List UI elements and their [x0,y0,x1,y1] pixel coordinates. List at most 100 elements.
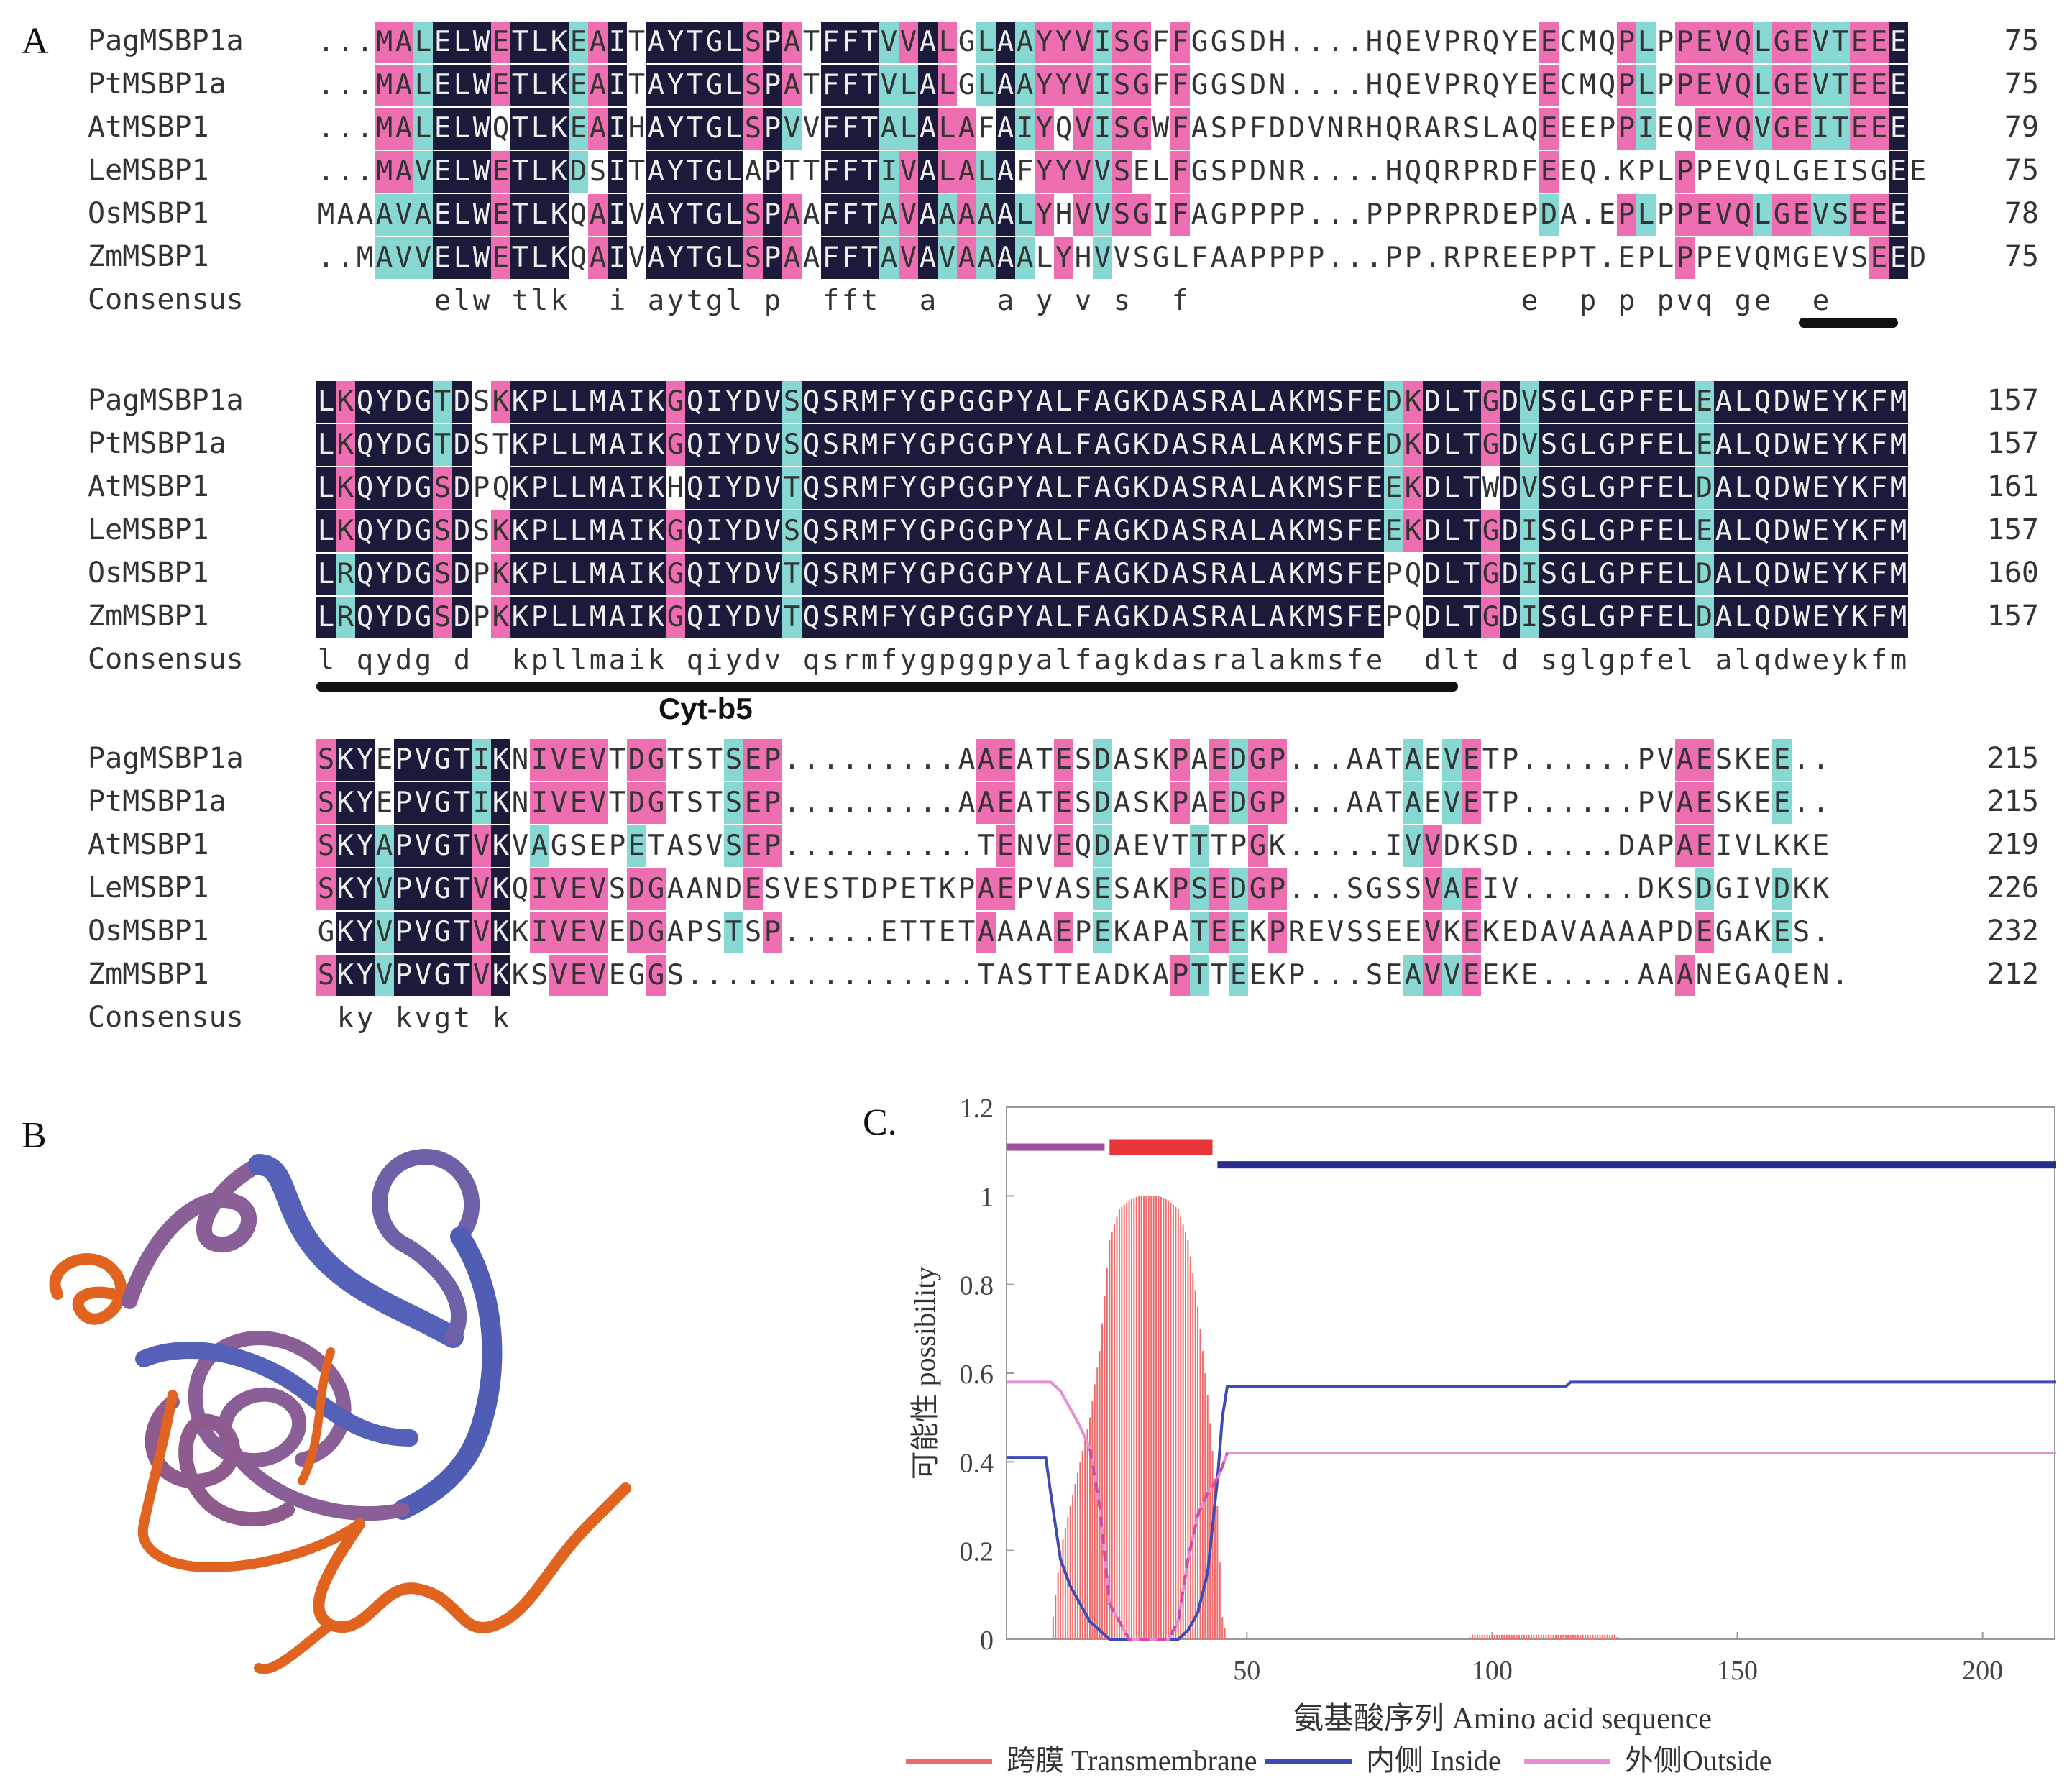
residue: . [1598,787,1616,819]
residue: . [1307,26,1325,58]
residue: P [938,381,957,423]
residue: E [1695,424,1714,466]
consensus-residue: p [1656,285,1674,317]
residue: . [783,959,801,991]
consensus-residue: v [1074,285,1092,317]
residue: D [1151,424,1170,466]
consensus-residue: w [472,285,490,317]
residue: L [899,65,918,106]
residue: K [1792,873,1810,905]
residue: . [1326,787,1344,819]
residue: D [1113,959,1131,991]
residue: V [413,955,433,996]
residue: A [957,151,976,193]
residue: A [588,22,608,63]
residue: E [1812,242,1830,274]
residue: T [860,108,879,150]
residue: S [744,916,762,948]
consensus-residue [1500,280,1520,322]
residue: P [1268,198,1286,231]
residue: L [1054,597,1073,638]
residue: T [1830,65,1850,106]
residue: P [1404,242,1422,274]
residue: D [1695,597,1714,638]
residue: P [394,825,413,867]
residue: A [1618,916,1636,948]
residue: I [1715,830,1733,862]
residue: A [996,22,1015,63]
residue: V [1811,65,1830,106]
residue: A [957,194,976,236]
residue: E [627,825,646,867]
residue: Y [899,597,918,638]
residue: E [1695,108,1714,150]
residue: I [472,782,491,824]
consensus-residue [316,280,336,322]
consensus-residue: t [861,285,879,317]
residue: Q [1733,194,1753,236]
consensus-residue: q [1695,285,1713,317]
residue: A [413,194,433,236]
residue: V [938,237,957,279]
consensus-residue: e [1656,644,1674,677]
consensus-residue: i [628,644,646,677]
residue: L [1733,381,1753,423]
residue: A [918,108,938,150]
residue: Y [1015,554,1035,595]
consensus-residue: a [1035,644,1053,677]
consensus-residue: s [822,644,840,677]
residue: A [1403,782,1423,824]
residue: . [1792,787,1810,819]
residue: I [1093,108,1112,150]
residue: . [783,743,801,776]
residue: T [1055,959,1073,991]
residue: P [394,782,413,824]
residue: A [1093,467,1112,509]
residue: P [763,151,782,193]
x-axis-title: 氨基酸序列 Amino acid sequence [1293,1702,1712,1736]
residue: Y [1035,151,1054,193]
residue: L [1578,554,1597,595]
residue: A [1501,112,1519,145]
residue: G [433,955,452,996]
residue: P [996,554,1015,595]
residue: L [1733,597,1753,638]
residue: V [1403,825,1423,867]
residue: L [1442,381,1462,423]
residue: T [1830,22,1850,63]
residue: S [1365,916,1383,948]
residue: I [1734,873,1752,905]
residue: F [1073,597,1093,638]
residue: . [841,830,859,862]
residue: T [433,424,452,466]
residue: P [996,510,1015,552]
residue: F [1345,381,1365,423]
residue: I [1093,65,1112,106]
residue: . [880,743,898,776]
residue: E [1424,743,1441,776]
residue: M [317,198,335,231]
residue: L [1015,194,1035,236]
residue: . [802,830,820,862]
residue: . [861,787,879,819]
residue: A [957,237,976,279]
residue: Y [375,554,394,595]
residue: . [317,112,335,145]
residue: K [1287,510,1306,552]
residue: G [1870,155,1888,188]
residue: . [356,26,374,58]
residue: P [1695,155,1713,188]
residue: G [1597,424,1617,466]
residue: A [1675,825,1695,867]
residue: M [588,381,608,423]
residue: L [452,237,472,279]
alignment-row: OsMSBP1 L R Q Y D G S D P K K P L L M A I K G Q I Y D V T Q S R M F Y G P… [0,554,2072,595]
residue: L [724,237,743,279]
residue: D [743,381,763,423]
residue: D [1501,155,1519,188]
residue: E [1539,151,1559,193]
residue: A [1403,739,1423,781]
residue: E [1772,739,1792,781]
residue: T [724,912,743,953]
